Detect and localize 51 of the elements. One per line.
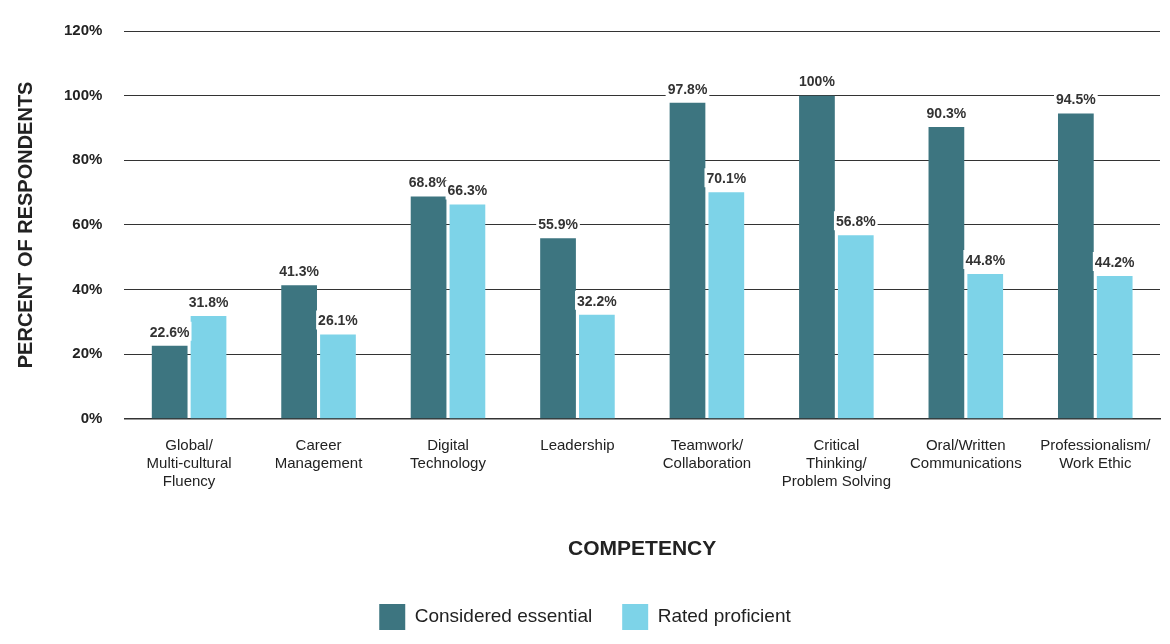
data-label: 44.8% (965, 251, 1006, 268)
x-axis-title: COMPETENCY (568, 536, 717, 560)
bar (967, 274, 1004, 419)
data-label: 56.8% (835, 213, 877, 230)
bar (799, 95, 835, 419)
x-tick-label: Leadership (540, 435, 615, 453)
data-label: 90.3% (926, 104, 967, 121)
y-tick-label: 100% (63, 85, 103, 103)
legend-label: Rated proficient (657, 605, 792, 627)
data-label: 66.3% (447, 182, 488, 199)
data-label: 31.8% (188, 293, 229, 310)
bar (928, 126, 965, 419)
data-label: 22.6% (149, 323, 191, 340)
x-tick-label: Professionalism/ Work Ethic (1040, 435, 1152, 471)
data-label: 68.8% (408, 174, 449, 191)
bar (540, 238, 576, 419)
bar (410, 196, 447, 419)
legend-label: Considered essential (414, 605, 593, 627)
y-tick-label: 120% (63, 21, 103, 39)
bar (1057, 113, 1094, 419)
data-label: 44.2% (1094, 253, 1136, 270)
data-label: 26.1% (318, 312, 359, 329)
bar (579, 314, 615, 419)
data-label: 100% (799, 73, 836, 90)
x-tick-label: Career Management (274, 435, 364, 471)
bar (449, 204, 486, 419)
bar (320, 334, 356, 419)
x-tick-label: Oral/Written Communications (909, 435, 1022, 471)
data-label: 97.8% (667, 80, 708, 97)
bar (190, 316, 227, 419)
bar (837, 235, 874, 419)
y-tick-label: 80% (72, 150, 103, 168)
x-tick-label: Digital Technology (410, 435, 487, 471)
x-tick-label: Global/ Multi-cultural Fluency (146, 435, 232, 489)
bar (669, 102, 706, 419)
data-label: 32.2% (577, 292, 618, 309)
y-axis-title: PERCENT OF RESPONDENTS (13, 81, 36, 369)
data-label: 55.9% (538, 216, 579, 233)
data-label: 94.5% (1056, 91, 1097, 108)
data-label: 41.3% (279, 263, 320, 280)
data-label: 70.1% (706, 170, 747, 187)
y-tick-label: 60% (72, 215, 103, 233)
x-tick-label: Teamwork/ Collaboration (662, 435, 752, 471)
bar (708, 192, 745, 419)
bar (1096, 275, 1133, 419)
bar (281, 285, 317, 419)
bar (151, 345, 188, 419)
y-tick-label: 40% (72, 279, 103, 297)
x-tick-label: Critical Thinking/ Problem Solving (781, 435, 891, 489)
y-tick-label: 20% (72, 344, 103, 362)
y-tick-label: 0% (80, 408, 103, 426)
